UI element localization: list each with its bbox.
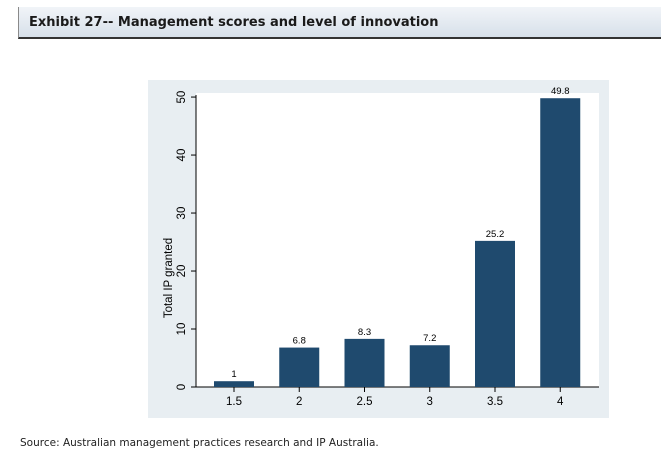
x-tick-label: 3 xyxy=(427,396,433,408)
bar-value-label: 1 xyxy=(231,369,236,380)
bar-value-label: 25.2 xyxy=(486,229,505,240)
bar-value-label: 49.8 xyxy=(551,86,570,97)
bar-4 xyxy=(540,98,581,387)
x-tick-label: 3.5 xyxy=(487,396,503,408)
y-tick-label: 20 xyxy=(176,265,188,278)
bar-3.5 xyxy=(475,240,515,387)
bar-2.5 xyxy=(344,338,385,387)
chart-frame: 0 10 20 30 40 50 Total IP granted 1 1.5 6.8 2 8.3 2.… xyxy=(148,80,609,418)
y-tick-label: 30 xyxy=(176,207,188,220)
y-tick-label: 50 xyxy=(176,91,188,104)
bar-value-label: 6.8 xyxy=(293,336,306,347)
y-axis-title: Total IP granted xyxy=(163,238,175,318)
x-tick-label: 2.5 xyxy=(357,396,373,408)
x-tick-label: 2 xyxy=(296,396,302,408)
bar-value-label: 7.2 xyxy=(423,333,436,344)
y-tick-label: 40 xyxy=(176,149,188,162)
x-tick-label: 1.5 xyxy=(226,396,242,408)
x-tick-label: 4 xyxy=(557,396,564,408)
bar-chart: 0 10 20 30 40 50 Total IP granted 1 1.5 6.8 2 8.3 2.… xyxy=(163,86,599,408)
plot-area xyxy=(196,93,599,387)
bar-1.5 xyxy=(214,381,254,387)
source-note: Source: Australian management practices … xyxy=(20,437,379,449)
bar-3 xyxy=(409,345,450,387)
y-tick-label: 10 xyxy=(176,323,188,336)
y-tick-label: 0 xyxy=(176,384,188,390)
exhibit-header: Exhibit 27-- Management scores and level… xyxy=(18,7,661,39)
bar-2 xyxy=(279,347,320,387)
exhibit-title: Exhibit 27-- Management scores and level… xyxy=(29,15,439,30)
bar-value-label: 8.3 xyxy=(358,327,371,338)
